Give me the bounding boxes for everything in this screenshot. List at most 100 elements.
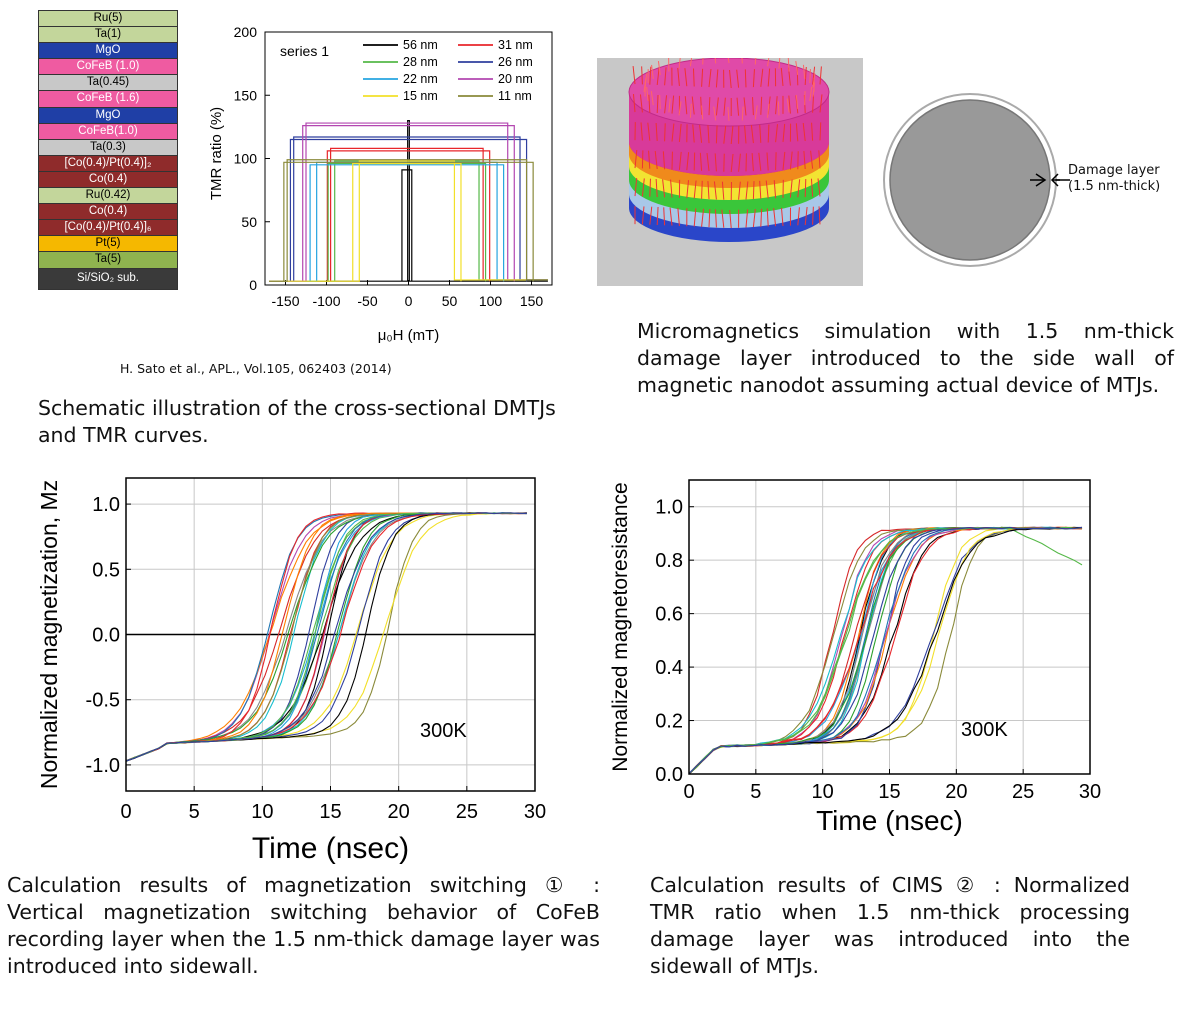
x-tick-label: 5 (750, 781, 761, 803)
spin-arrow (780, 207, 784, 226)
spin-arrow (760, 208, 763, 227)
legend-label: 20 nm (498, 72, 533, 86)
disk-layer-band (629, 140, 829, 188)
spin-arrow (713, 181, 717, 200)
spin-arrow (662, 151, 666, 170)
spin-arrow (760, 96, 763, 115)
spin-arrow (782, 151, 786, 170)
legend-label: 31 nm (498, 38, 533, 52)
disk-layer-band (629, 150, 829, 200)
spin-arrow (818, 150, 821, 169)
spin-arrow (701, 68, 704, 87)
x-tick-label: 100 (479, 293, 503, 309)
spin-arrow (671, 95, 675, 114)
spin-arrow (700, 96, 703, 115)
spin-arrow (812, 66, 816, 85)
spin-arrow (677, 207, 680, 226)
spin-arrow (649, 178, 651, 197)
x-tick-label: 15 (878, 781, 900, 803)
x-tick-label: -100 (312, 293, 340, 309)
stack-layer: Ta(0.3) (39, 139, 177, 156)
spin-arrow (727, 106, 730, 121)
spin-arrow (754, 105, 758, 120)
y-tick-label: 0.8 (655, 550, 683, 572)
spin-arrow (727, 58, 730, 64)
spin-arrow (692, 124, 695, 143)
damage-label-line1: Damage layer (1068, 163, 1160, 178)
micromagnetics-disk (597, 58, 863, 286)
spin-arrow (810, 178, 814, 197)
spin-arrow (804, 66, 807, 86)
spin-arrow (641, 206, 645, 225)
y-tick-label: 50 (241, 214, 257, 230)
x-tick-label: 20 (388, 801, 410, 823)
spin-arrow (766, 208, 769, 227)
spin-arrow (775, 96, 778, 115)
spin-arrow (773, 180, 777, 199)
x-tick-label: 50 (442, 293, 458, 309)
stack-layer: CoFeB (1.6) (39, 91, 177, 108)
spin-arrow (707, 181, 710, 200)
spin-arrow (715, 69, 719, 88)
temperature-annotation: 300K (420, 720, 467, 742)
spin-arrow (745, 181, 749, 200)
chart-annotation: series 1 (280, 43, 329, 59)
damage-layer-label: Damage layer (1.5 nm-thick) (1068, 163, 1160, 195)
y-tick-label: -1.0 (86, 755, 120, 777)
spin-arrow (795, 60, 799, 76)
disk-layer-band (629, 164, 829, 214)
spin-arrow (693, 208, 697, 227)
y-tick-label: 0.2 (655, 711, 683, 733)
stack-layer: MgO (39, 107, 177, 124)
x-tick-label: 0 (405, 293, 413, 309)
stack-layer: Ru(0.42) (39, 188, 177, 205)
legend-label: 56 nm (403, 38, 438, 52)
temperature-annotation: 300K (961, 719, 1008, 741)
spin-arrow (766, 152, 769, 171)
x-tick-label: 25 (1012, 781, 1034, 803)
y-tick-label: 0.4 (655, 657, 683, 679)
x-tick-label: -150 (271, 293, 299, 309)
tmr-series-line (269, 159, 548, 282)
spin-arrow (773, 208, 777, 227)
tmr-series-line (269, 161, 548, 282)
spin-arrow (738, 153, 741, 172)
spin-arrow (789, 179, 793, 198)
spin-arrow (656, 66, 660, 86)
spin-arrow (648, 150, 651, 169)
spin-arrow (812, 82, 816, 97)
spin-arrow (689, 58, 693, 67)
stack-layer: Ru(5) (39, 11, 177, 28)
legend-label: 15 nm (403, 89, 438, 103)
spin-arrow (752, 209, 756, 228)
legend-label: 11 nm (498, 89, 532, 103)
stack-layer: MgO (39, 43, 177, 60)
magnetoresistance-chart: 0 5 10 15 20 25 30 0.0 0.2 0.4 0.6 0.8 1.0 Time (nsec… (609, 479, 1101, 836)
spin-arrow (714, 153, 717, 172)
spin-arrow (701, 208, 705, 227)
nanodot-core (889, 99, 1051, 261)
spin-arrow (649, 206, 653, 225)
spin-arrow (765, 180, 769, 199)
caption-top-left: Schematic illustration of the cross-sect… (38, 396, 556, 447)
spin-arrow (671, 123, 675, 142)
spin-arrow (752, 181, 755, 200)
spin-arrow (647, 122, 651, 141)
spin-arrow (634, 150, 638, 169)
spin-arrow (651, 64, 654, 79)
damage-label-line2: (1.5 nm-thick) (1068, 179, 1161, 194)
spin-arrow (759, 124, 762, 143)
spin-arrow (759, 180, 762, 199)
spin-arrow (738, 181, 741, 200)
disk-recording-layer (629, 92, 829, 176)
spin-arrow (811, 122, 814, 141)
y-tick-label: 150 (234, 87, 258, 103)
spin-arrow (817, 178, 821, 197)
spin-arrow (809, 69, 811, 84)
stack-layer: Pt(5) (39, 236, 177, 253)
spin-arrow (812, 206, 814, 225)
x-tick-label: 0 (120, 801, 131, 823)
x-tick-label: -50 (357, 293, 377, 309)
spin-arrow (729, 209, 732, 229)
spin-arrow (714, 209, 717, 228)
